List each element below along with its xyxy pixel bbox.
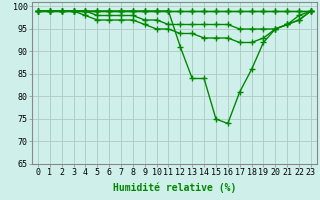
X-axis label: Humidité relative (%): Humidité relative (%) bbox=[113, 183, 236, 193]
